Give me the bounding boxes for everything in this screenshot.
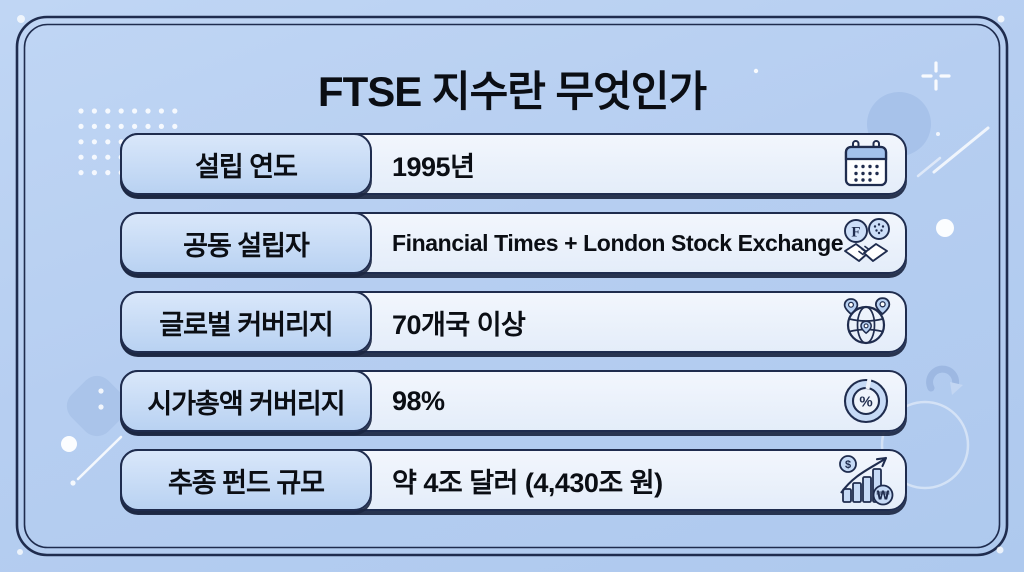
row-label: 설립 연도 xyxy=(195,151,298,182)
frame-border xyxy=(15,15,1009,557)
dollar-symbol: $ xyxy=(845,459,851,471)
percent-symbol: % xyxy=(859,394,872,411)
row-label-box: 공동 설립자 xyxy=(120,212,372,274)
row-label: 공동 설립자 xyxy=(183,230,310,261)
map-pin xyxy=(860,320,872,335)
table-row: 약 4조 달러 (4,430조 원) 추종 펀드 규모 $ ₩ xyxy=(120,449,907,511)
blob-decoration xyxy=(66,375,128,437)
map-pin xyxy=(874,297,891,316)
sparkle-decorations xyxy=(17,15,1005,555)
growth-chart-icon: $ ₩ xyxy=(837,452,895,508)
rotate-arc-icon xyxy=(926,365,963,395)
row-label: 추종 펀드 규모 xyxy=(167,467,325,498)
calendar-icon xyxy=(837,136,895,192)
globe-pins-icon xyxy=(837,294,895,350)
comet-streaks xyxy=(916,126,990,178)
row-label-box: 시가총액 커버리지 xyxy=(120,370,372,432)
row-value: 98% xyxy=(392,385,445,416)
table-row: 98% 시가총액 커버리지 % xyxy=(120,370,907,432)
map-pin xyxy=(843,298,859,316)
row-label-box: 추종 펀드 규모 xyxy=(120,449,372,511)
table-row: 1995년 설립 연도 xyxy=(120,133,907,195)
lse-crest xyxy=(873,223,885,235)
row-label: 글로벌 커버리지 xyxy=(159,309,333,340)
plus-sparkle-icon xyxy=(921,61,951,91)
row-label-box: 글로벌 커버리지 xyxy=(120,291,372,353)
handshake-hands xyxy=(844,243,888,262)
row-label: 시가총액 커버리지 xyxy=(147,388,345,419)
row-value: Financial Times + London Stock Exchange xyxy=(392,229,844,256)
table-row: 70개국 이상 글로벌 커버리지 xyxy=(120,291,907,353)
table-row: Financial Times + London Stock Exchange … xyxy=(120,212,907,274)
percent-donut-icon: % xyxy=(837,373,895,429)
page-title: FTSE 지수란 무엇인가 xyxy=(317,68,707,115)
circle-outline-decoration xyxy=(880,400,970,490)
row-value: 약 4조 달러 (4,430조 원) xyxy=(392,467,663,498)
row-label-box: 설립 연도 xyxy=(120,133,372,195)
handshake-icon: F xyxy=(837,215,895,271)
ft-badge-letter: F xyxy=(851,225,860,241)
won-symbol: ₩ xyxy=(876,489,890,503)
row-value: 70개국 이상 xyxy=(392,309,526,340)
row-value: 1995년 xyxy=(392,151,475,182)
